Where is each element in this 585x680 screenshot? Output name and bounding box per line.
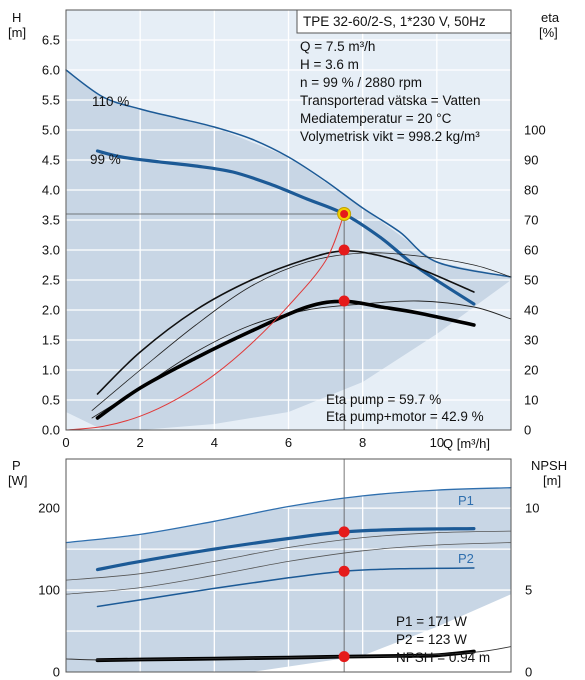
y-tick-label: 0.0 xyxy=(42,423,60,438)
tick-labels: 0 2 4 6 8 10 0.0 0.5 1.0 1.5 2.0 2.5 3.0 3.5 4.0 4.5 5.0… xyxy=(42,33,546,451)
npsh-axis-label: NPSH xyxy=(531,458,567,473)
x-tick-label: 6 xyxy=(285,435,292,450)
x-tick-label: 2 xyxy=(137,435,144,450)
series-p_thin_mid-2 xyxy=(65,530,512,581)
series-head-1 xyxy=(95,149,476,306)
duty-point-1 xyxy=(338,244,350,256)
p-tick-label: 0 xyxy=(53,665,60,680)
y2-tick-label: 90 xyxy=(524,153,538,168)
eta-pump-motor-label: Eta pump+motor = 42.9 % xyxy=(326,409,484,424)
y2-axis-unit: [%] xyxy=(539,25,558,40)
npsh-tick-label: 0 xyxy=(525,665,532,680)
grid xyxy=(66,459,511,672)
x-tick-label: 8 xyxy=(359,435,366,450)
npsh-axis-unit: [m] xyxy=(543,473,561,488)
duty-point-p1 xyxy=(338,526,350,538)
tick-labels: 0 100 200 0 5 10 xyxy=(38,501,539,680)
p1-value: P1 = 171 W xyxy=(396,614,467,629)
series-eta_thick-3 xyxy=(96,250,475,395)
duty-point-head xyxy=(340,210,349,218)
series-head-0 xyxy=(65,69,512,278)
curves xyxy=(65,69,512,431)
y2-tick-label: 70 xyxy=(524,213,538,228)
p-tick-label: 100 xyxy=(38,583,60,598)
y-axis-unit: [m] xyxy=(8,25,26,40)
y-tick-label: 6.0 xyxy=(42,63,60,78)
y-tick-label: 1.0 xyxy=(42,363,60,378)
y2-tick-label: 10 xyxy=(524,393,538,408)
y-tick-label: 4.0 xyxy=(42,183,60,198)
series-eta_thick2-5 xyxy=(95,299,476,420)
y2-tick-label: 100 xyxy=(524,123,546,138)
info-density: Volymetrisk vikt = 998.2 kg/m³ xyxy=(300,129,480,144)
y-tick-label: 2.5 xyxy=(42,273,60,288)
npsh-tick-label: 10 xyxy=(525,501,539,516)
y2-tick-label: 50 xyxy=(524,273,538,288)
y-tick-label: 0.5 xyxy=(42,393,60,408)
series-eta_thin-2 xyxy=(91,252,512,411)
series-npsh_thin-6 xyxy=(65,646,512,661)
power-npsh-chart: 0 100 200 0 5 10 P [W] NPSH [m] P1 P2 P1 = 17… xyxy=(8,458,567,680)
y-tick-label: 4.5 xyxy=(42,153,60,168)
y-tick-label: 3.0 xyxy=(42,243,60,258)
y-axis-label-top: H xyxy=(12,10,21,25)
curve-label-99: 99 % xyxy=(90,152,121,167)
p-tick-label: 200 xyxy=(38,501,60,516)
y2-axis-label-top: eta xyxy=(541,10,560,25)
y2-tick-label: 40 xyxy=(524,303,538,318)
info-temperature: Mediatemperatur = 20 °C xyxy=(300,111,452,126)
y-tick-label: 1.5 xyxy=(42,333,60,348)
head-chart: 0 2 4 6 8 10 0.0 0.5 1.0 1.5 2.0 2.5 3.0 3.5 4.0 4.5 5.0… xyxy=(8,9,560,451)
duty-point-npsh xyxy=(338,651,350,663)
eta-pump-label: Eta pump = 59.7 % xyxy=(326,392,441,407)
y2-tick-label: 30 xyxy=(524,333,538,348)
y2-tick-label: 80 xyxy=(524,183,538,198)
chart-title: TPE 32-60/2-S, 1*230 V, 50Hz xyxy=(303,14,486,29)
y-tick-label: 5.5 xyxy=(42,93,60,108)
y-tick-label: 6.5 xyxy=(42,33,60,48)
x-tick-label: 10 xyxy=(430,435,444,450)
p-axis-unit: [W] xyxy=(8,473,28,488)
series-p_thin_low-4 xyxy=(65,542,512,595)
series-p_thick-1 xyxy=(95,527,476,572)
y-tick-label: 5.0 xyxy=(42,123,60,138)
info-h: H = 3.6 m xyxy=(300,57,359,72)
p-axis-label: P xyxy=(12,458,21,473)
x-tick-label: 4 xyxy=(211,435,218,450)
p2-curve-label: P2 xyxy=(458,551,474,566)
x-axis-label: Q [m³/h] xyxy=(443,436,490,451)
x-tick-label: 0 xyxy=(62,435,69,450)
y2-tick-label: 60 xyxy=(524,243,538,258)
series-system-6 xyxy=(65,213,345,431)
y2-tick-label: 20 xyxy=(524,363,538,378)
plot-frame xyxy=(65,458,512,673)
series-p_thin_top-0 xyxy=(65,487,512,544)
curve-label-110: 110 % xyxy=(92,94,129,109)
duty-points xyxy=(337,207,352,307)
duty-point-p2 xyxy=(338,565,350,577)
title-box xyxy=(296,9,512,34)
p1-curve-label: P1 xyxy=(458,493,474,508)
info-q: Q = 7.5 m³/h xyxy=(300,39,375,54)
duty-point-2 xyxy=(338,295,350,307)
y2-tick-label: 0 xyxy=(524,423,531,438)
p2-value: P2 = 123 W xyxy=(396,632,467,647)
npsh-value: NPSH = 0.94 m xyxy=(396,650,490,665)
npsh-tick-label: 5 xyxy=(525,583,532,598)
info-n: n = 99 % / 2880 rpm xyxy=(300,75,422,90)
curves xyxy=(65,487,512,663)
plot-frame xyxy=(65,9,512,431)
y-tick-label: 2.0 xyxy=(42,303,60,318)
series-p_blue_low-3 xyxy=(96,567,475,608)
duty-points xyxy=(338,526,350,663)
y-tick-label: 3.5 xyxy=(42,213,60,228)
info-liquid: Transporterad vätska = Vatten xyxy=(300,93,480,108)
